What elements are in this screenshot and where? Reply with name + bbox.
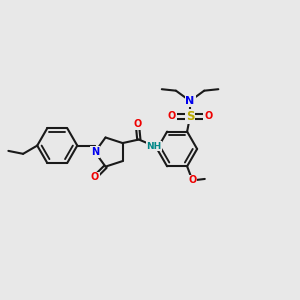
Text: O: O xyxy=(168,111,176,121)
Text: NH: NH xyxy=(146,142,162,151)
Text: O: O xyxy=(188,176,196,185)
Text: N: N xyxy=(185,96,195,106)
Text: O: O xyxy=(204,111,212,121)
Text: O: O xyxy=(133,119,142,129)
Text: N: N xyxy=(91,147,99,157)
Text: O: O xyxy=(91,172,99,182)
Text: S: S xyxy=(186,110,194,123)
